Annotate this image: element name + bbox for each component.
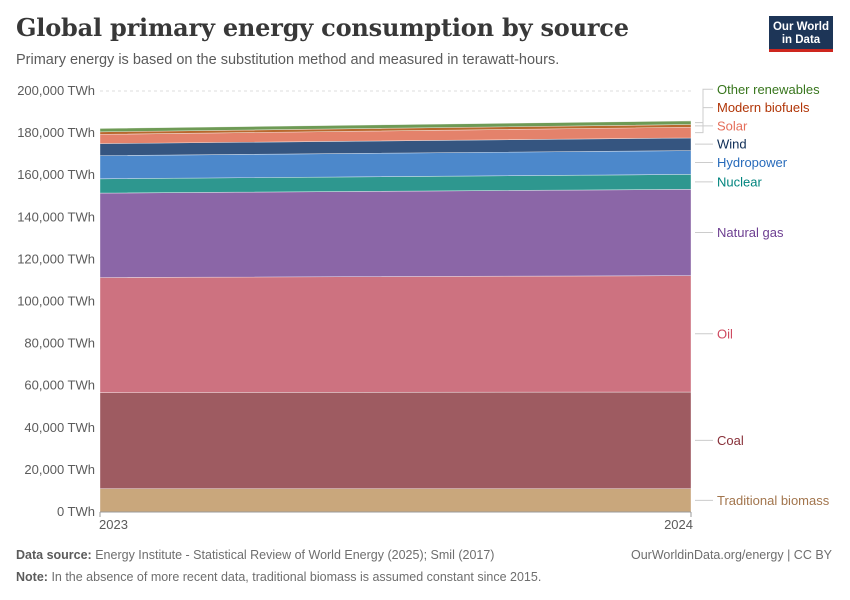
y-tick-label: 200,000 TWh <box>17 83 95 98</box>
data-source: Data source: Energy Institute - Statisti… <box>16 548 494 562</box>
x-tick-label: 2023 <box>99 517 128 532</box>
y-tick-label: 60,000 TWh <box>24 378 95 393</box>
note-text: In the absence of more recent data, trad… <box>51 570 542 584</box>
data-source-label: Data source: <box>16 548 92 562</box>
chart-note: Note: In the absence of more recent data… <box>16 570 541 584</box>
chart-subtitle: Primary energy is based on the substitut… <box>16 52 560 68</box>
legend-label-other-renewables: Other renewables <box>717 82 820 97</box>
legend-connector-other-renewables <box>695 88 713 124</box>
logo-line-2: in Data <box>781 33 821 46</box>
y-tick-label: 100,000 TWh <box>17 294 95 309</box>
area-traditional-biomass <box>99 488 692 513</box>
note-label: Note: <box>16 570 48 584</box>
chart-title: Global primary energy consumption by sou… <box>16 13 629 42</box>
legend-label-wind: Wind <box>717 137 747 152</box>
x-tick-label: 2024 <box>664 517 693 532</box>
logo-line-1: Our World <box>772 20 829 33</box>
area-coal <box>99 391 692 489</box>
legend-label-solar: Solar <box>717 118 748 133</box>
y-tick-label: 160,000 TWh <box>17 167 95 182</box>
y-tick-label: 140,000 TWh <box>17 209 95 224</box>
area-natural-gas <box>99 189 692 278</box>
legend-label-hydropower: Hydropower <box>717 155 788 170</box>
y-tick-label: 120,000 TWh <box>17 251 95 266</box>
legend-label-modern-biofuels: Modern biofuels <box>717 100 810 115</box>
y-tick-label: 180,000 TWh <box>17 125 95 140</box>
legend-label-traditional-biomass: Traditional biomass <box>717 493 830 508</box>
owid-logo[interactable]: Our World in Data <box>769 16 833 52</box>
legend-label-oil: Oil <box>717 326 733 341</box>
legend-label-coal: Coal <box>717 433 744 448</box>
y-tick-label: 80,000 TWh <box>24 336 95 351</box>
data-source-text[interactable]: Energy Institute - Statistical Review of… <box>95 548 495 562</box>
area-other-renewables <box>99 120 692 133</box>
credit-link[interactable]: OurWorldinData.org/energy | CC BY <box>630 548 832 562</box>
y-tick-label: 40,000 TWh <box>24 420 95 435</box>
legend-label-nuclear: Nuclear <box>717 174 762 189</box>
y-tick-label: 20,000 TWh <box>24 462 95 477</box>
stacked-area-chart: 0 TWh 20,000 TWh 40,000 TWh 60,000 TWh 80,00… <box>17 82 830 532</box>
legend-connector-solar <box>695 125 713 134</box>
area-oil <box>99 275 692 393</box>
legend-label-natural-gas: Natural gas <box>717 225 784 240</box>
y-tick-label: 0 TWh <box>57 504 95 519</box>
